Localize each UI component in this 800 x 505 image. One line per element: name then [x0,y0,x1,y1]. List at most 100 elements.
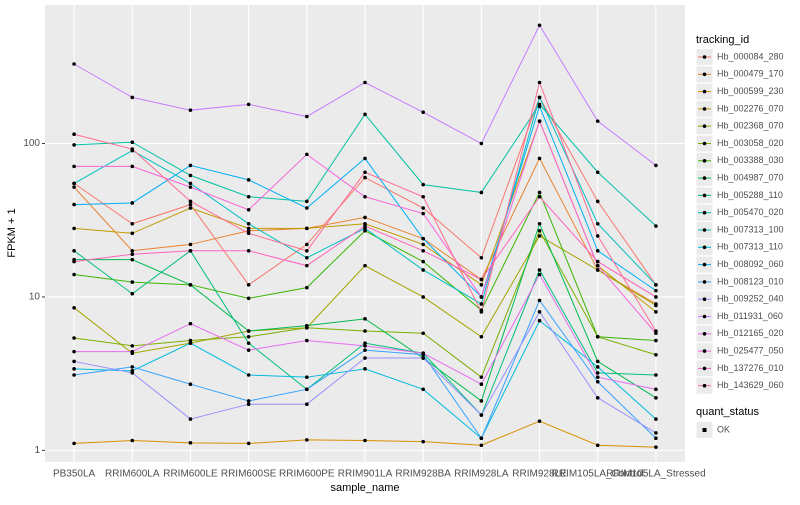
data-point [537,318,542,323]
data-point [188,248,193,253]
data-point [537,119,542,123]
data-point [363,112,367,117]
data-point [479,443,484,448]
data-point [537,268,542,272]
legend-label: Hb_002276_070 [717,103,784,113]
data-point [188,185,193,189]
legend-point [702,262,707,267]
legend-point [702,89,707,94]
legend-label: Hb_011931_060 [717,311,783,321]
data-point [72,349,76,354]
data-point [421,110,425,115]
y-tick-label: 10 [29,292,41,303]
data-point [654,436,658,441]
data-point [188,341,193,345]
legend-point [702,193,707,198]
legend-point [702,297,707,302]
legend-label: Hb_143629_060 [717,380,784,390]
data-point [130,95,135,100]
data-point [246,178,251,182]
legend-label: Hb_003388_030 [717,155,784,165]
data-point [421,331,425,336]
legend-point [702,349,707,353]
data-point [72,305,76,310]
data-point [188,382,193,387]
data-point [479,302,484,306]
legend-label: Hb_012165_020 [717,328,784,338]
data-point [363,170,367,175]
data-point [421,194,425,199]
data-point [479,295,484,299]
data-point [363,175,367,180]
data-point [421,356,425,360]
data-point [421,248,425,253]
data-point [479,310,484,314]
data-point [246,226,251,231]
legend-label: Hb_002368_070 [717,121,784,131]
data-point [188,108,193,112]
legend-label: Hb_004987_070 [717,172,784,182]
legend-point [702,72,707,77]
data-point [363,156,367,161]
data-point [363,356,367,360]
data-point [72,373,76,377]
data-point [305,402,309,407]
data-point [188,199,193,204]
data-point [421,259,425,264]
data-point [72,181,76,186]
data-point [421,295,425,299]
data-point [363,194,367,199]
data-point [479,141,484,146]
data-point [246,207,251,212]
legend-label: Hb_008123_010 [717,276,784,286]
legend-label: Hb_000479_170 [717,69,784,79]
legend-label: Hb_007313_100 [717,224,784,234]
data-point [654,373,658,377]
data-point [305,285,309,290]
data-point [654,387,658,392]
data-point [595,119,600,123]
data-point [595,263,600,268]
data-point [130,164,135,169]
data-point [363,367,367,371]
data-point [130,257,135,262]
data-point [246,348,251,352]
data-point [537,419,542,423]
data-point [305,242,309,247]
data-point [479,190,484,195]
data-point [654,417,658,421]
data-point [479,413,484,417]
legend-point [702,383,707,388]
data-point [188,283,193,287]
data-point [130,344,135,348]
data-point [130,221,135,226]
data-point [595,234,600,238]
legend-point [702,280,707,284]
data-point [246,399,251,403]
data-point [421,268,425,272]
data-point [537,190,542,195]
legend-point [702,176,707,180]
data-point [72,359,76,364]
data-point [537,310,542,314]
data-point [537,156,542,161]
data-point [537,23,542,28]
data-point [246,441,251,446]
data-point [72,441,76,446]
data-point [305,152,309,157]
data-point [595,248,600,253]
data-point [130,280,135,284]
data-point [188,173,193,178]
data-point [479,334,484,339]
data-point [188,242,193,247]
data-point [188,321,193,326]
data-point [305,206,309,210]
data-point [479,382,484,387]
data-point [246,373,251,377]
data-point [479,436,484,441]
data-point [654,288,658,293]
data-point [72,202,76,207]
legend-point [702,55,707,59]
data-point [130,248,135,253]
data-point [305,438,309,442]
